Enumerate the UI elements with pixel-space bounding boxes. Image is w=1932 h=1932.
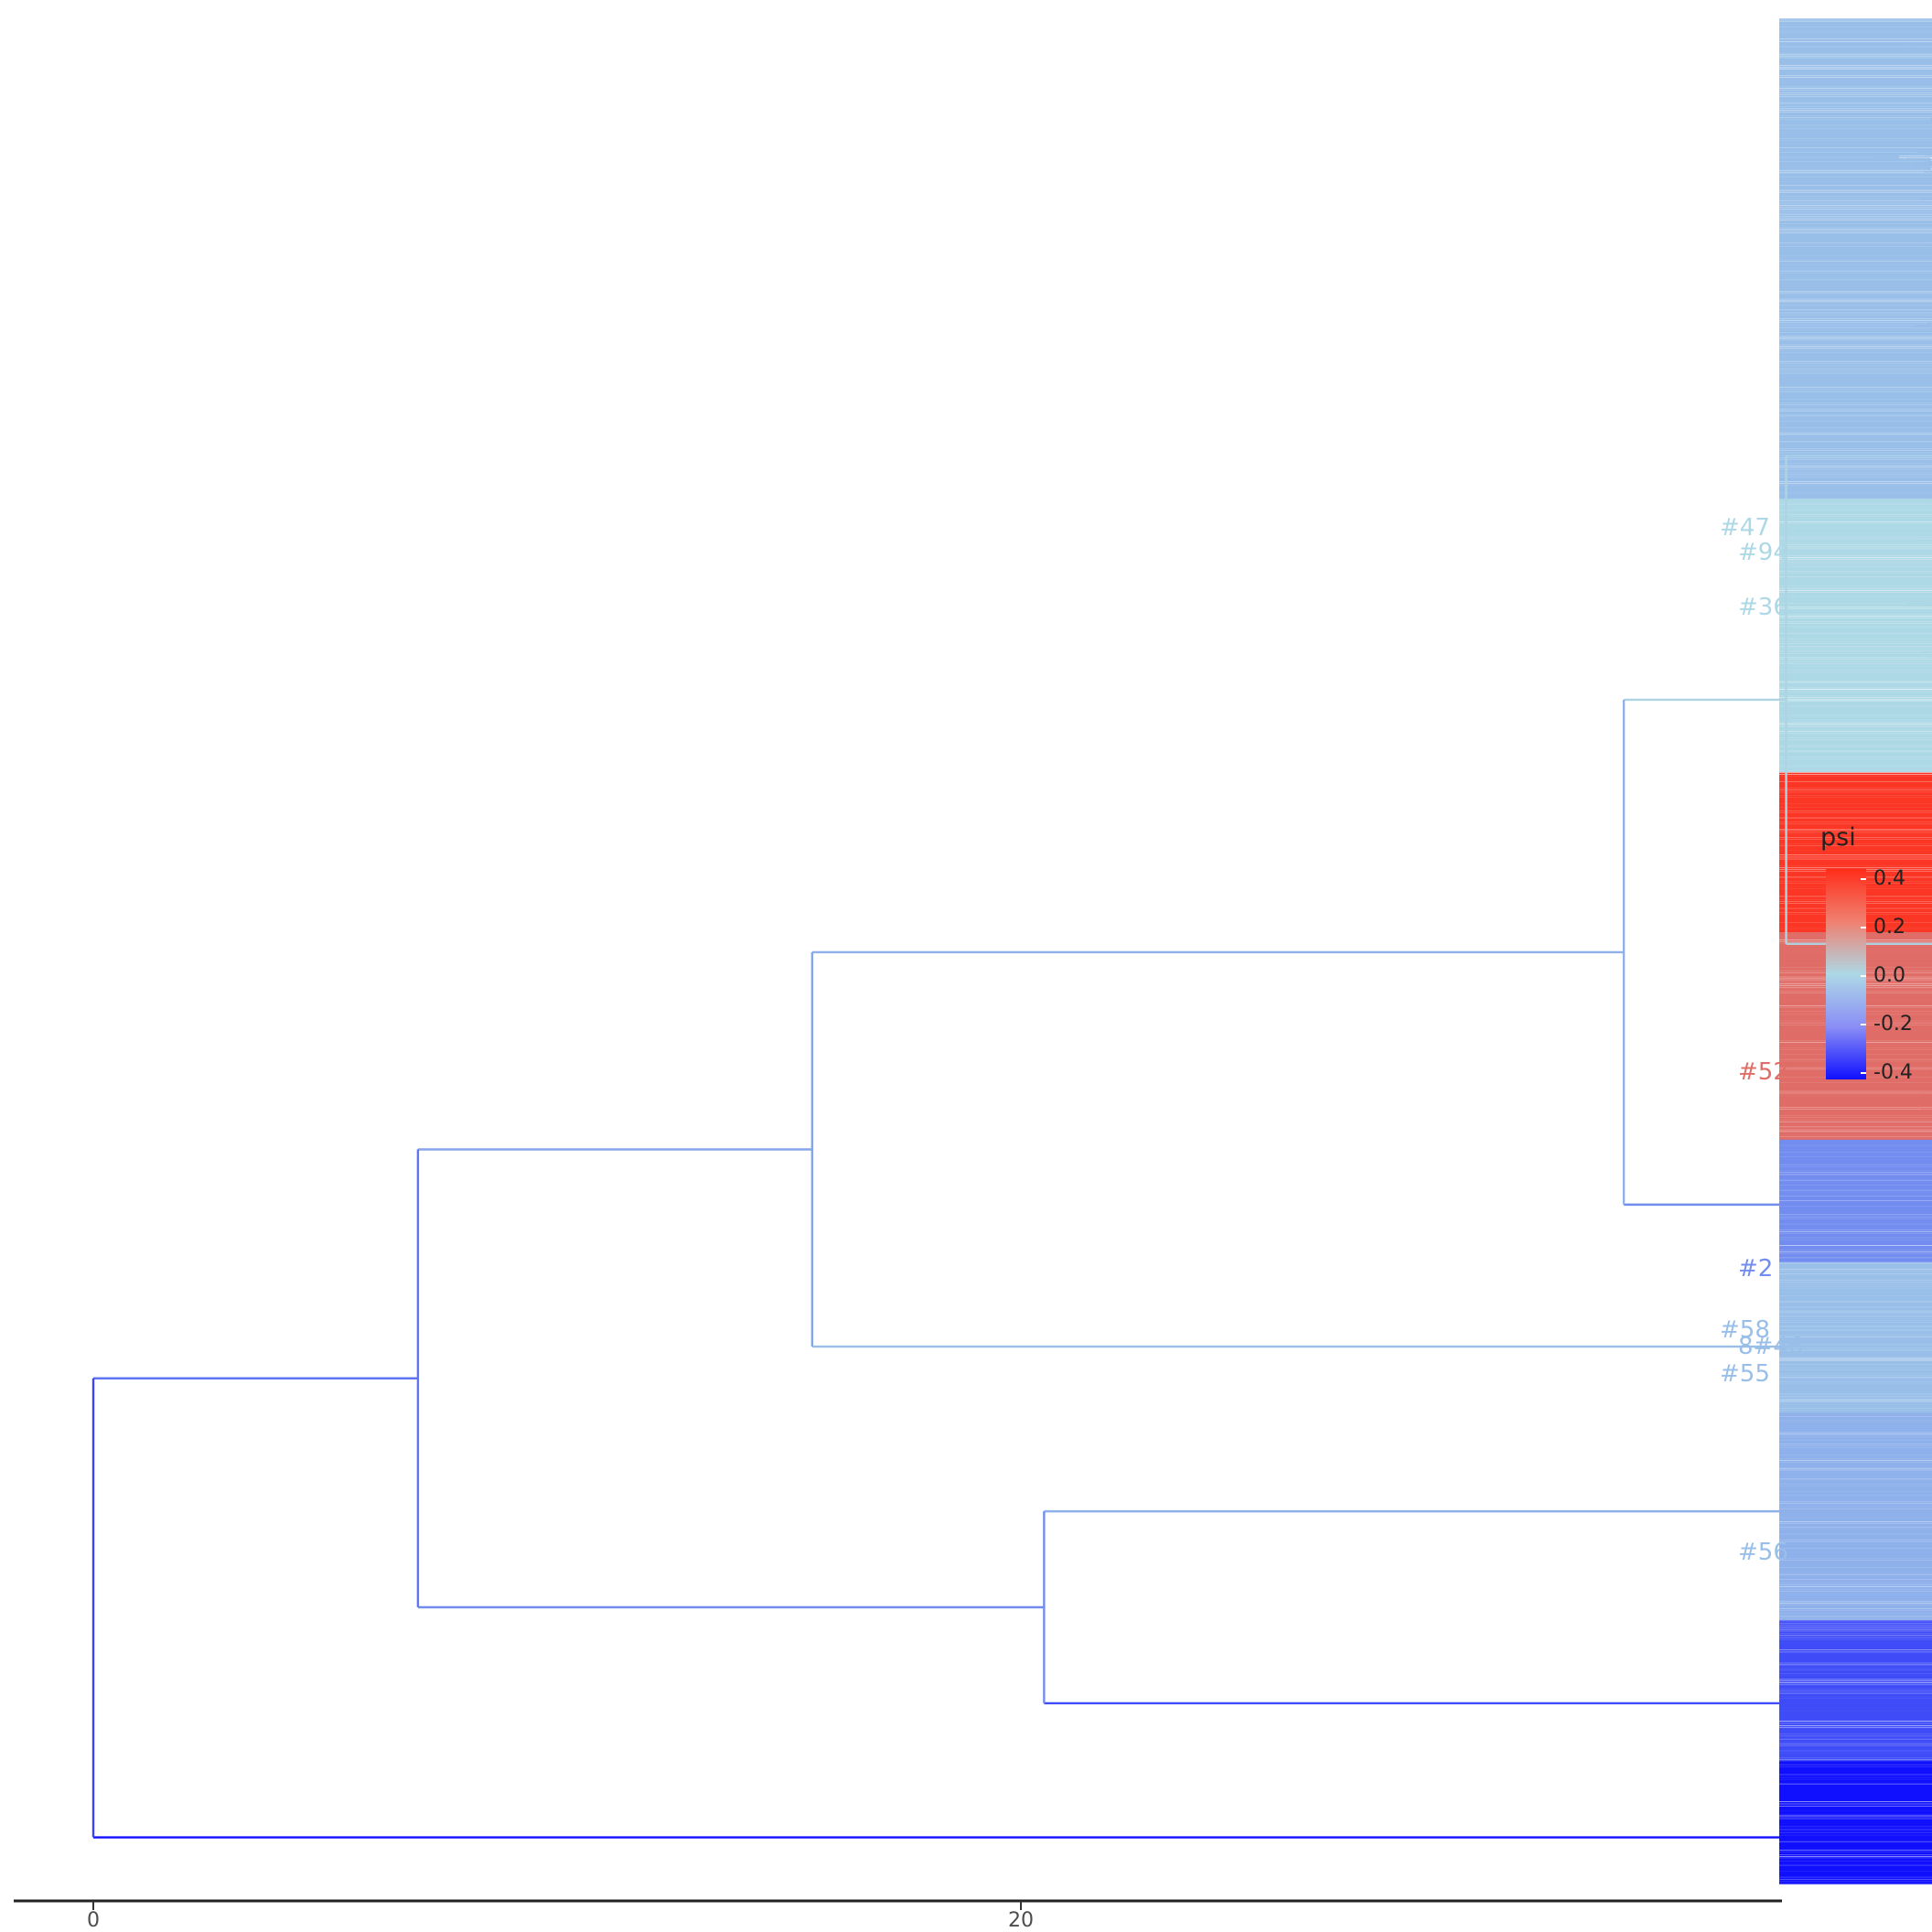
cluster-3 [1779, 931, 1932, 1141]
cluster-6 [1779, 1412, 1932, 1621]
cluster-layer [1779, 18, 1932, 1884]
cluster-5 [1779, 1262, 1932, 1413]
cluster-7 [1779, 1620, 1932, 1762]
cluster-0 [1779, 18, 1932, 499]
cluster-1 [1779, 499, 1932, 773]
cluster-4 [1779, 1139, 1932, 1262]
